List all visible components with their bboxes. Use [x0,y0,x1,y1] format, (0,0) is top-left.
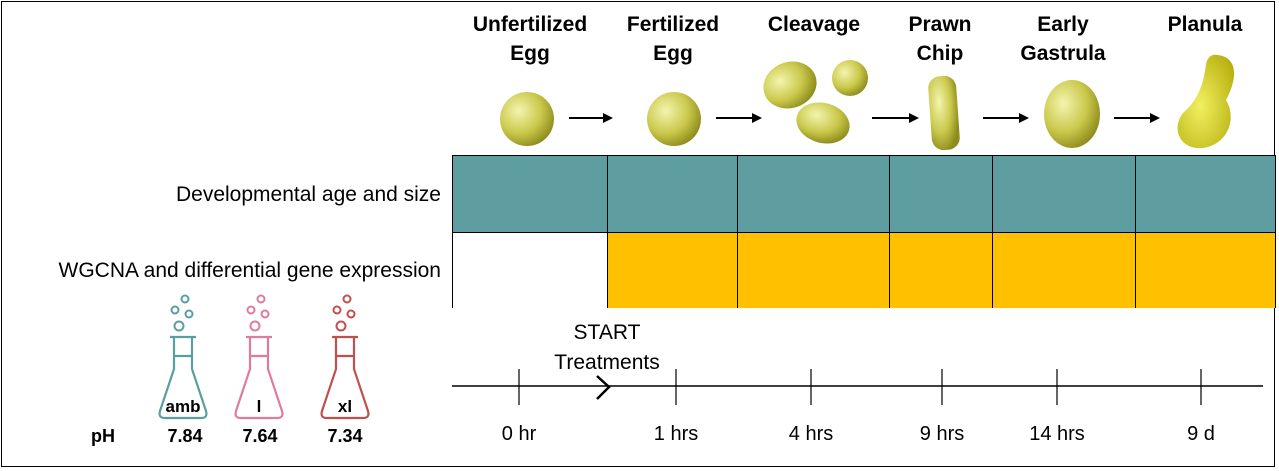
planula-image [1177,54,1235,149]
stage-prawn-chip: Prawn Chip [908,13,972,65]
bubble [180,294,190,304]
timeline-label: 0 hr [501,423,537,445]
start-treatments-label: START Treatments [554,321,660,374]
timeline-label: 9 d [1187,423,1215,445]
timeline-label: 14 hrs [1029,423,1085,445]
timeline-label: 4 hrs [788,423,834,445]
arrow-head [603,113,613,123]
grid-cell [738,232,890,308]
early-gastrula-image [1044,80,1100,148]
flask-label-amb: amb [165,397,201,416]
flask-l [234,294,284,420]
arrow-head [909,113,919,123]
row-label-developmental: Developmental age and size [175,183,441,206]
arrow-head [752,113,762,123]
cleavage-cell-image [796,102,850,144]
stage-fertilized-egg: Fertilized Egg [626,13,720,65]
grid-cell [738,156,890,232]
stage-planula: Planula [1167,13,1243,36]
grid-cell [890,156,993,232]
grid-cell [453,232,608,308]
flask-label-xl: xl [337,397,353,416]
treatment-grid [452,155,1276,308]
grid-cell [608,232,738,308]
fertilized-egg-image [647,92,701,146]
bubble [170,305,180,315]
row-label-wgcna: WGCNA and differential gene expression [58,259,442,282]
flask-body [158,335,208,420]
bubble [260,309,270,319]
prawn-chip-image [928,75,960,151]
ph-value-xl: 7.34 [327,426,363,446]
bubble [246,305,256,315]
start-chevron [596,375,611,400]
bubble [173,320,185,332]
grid-cell [608,156,738,232]
grid-cell [453,156,608,232]
bubble [256,294,266,304]
timeline-label: 9 hrs [919,423,965,445]
stage-early-gastrula: Early Gastrula [1020,13,1106,65]
cleavage-cell-image [832,60,868,96]
grid-cell [1136,156,1275,232]
stage-cleavage: Cleavage [767,13,861,36]
bubble [335,320,347,332]
bubble [332,305,342,315]
bubble [184,309,194,319]
flask-xl [320,294,370,420]
grid-cell [890,232,993,308]
ph-label: pH [91,426,115,446]
cleavage-cell-image [763,61,817,109]
arrow-head [1019,113,1029,123]
grid-cell [993,156,1136,232]
flask-body [320,335,370,420]
unfertilized-egg-image [500,92,554,146]
flask-label-l: l [256,397,262,416]
bubble [346,309,356,319]
grid-cell [1136,232,1275,308]
stage-unfertilized-egg: Unfertilized Egg [472,13,588,65]
flask-amb [158,294,208,420]
timeline-label: 1 hrs [653,423,699,445]
ph-value-l: 7.64 [242,426,278,446]
arrow-head [1150,113,1160,123]
bubble [342,294,352,304]
flask-body [234,335,284,420]
bubble [249,320,261,332]
ph-value-amb: 7.84 [167,426,203,446]
grid-cell [993,232,1136,308]
